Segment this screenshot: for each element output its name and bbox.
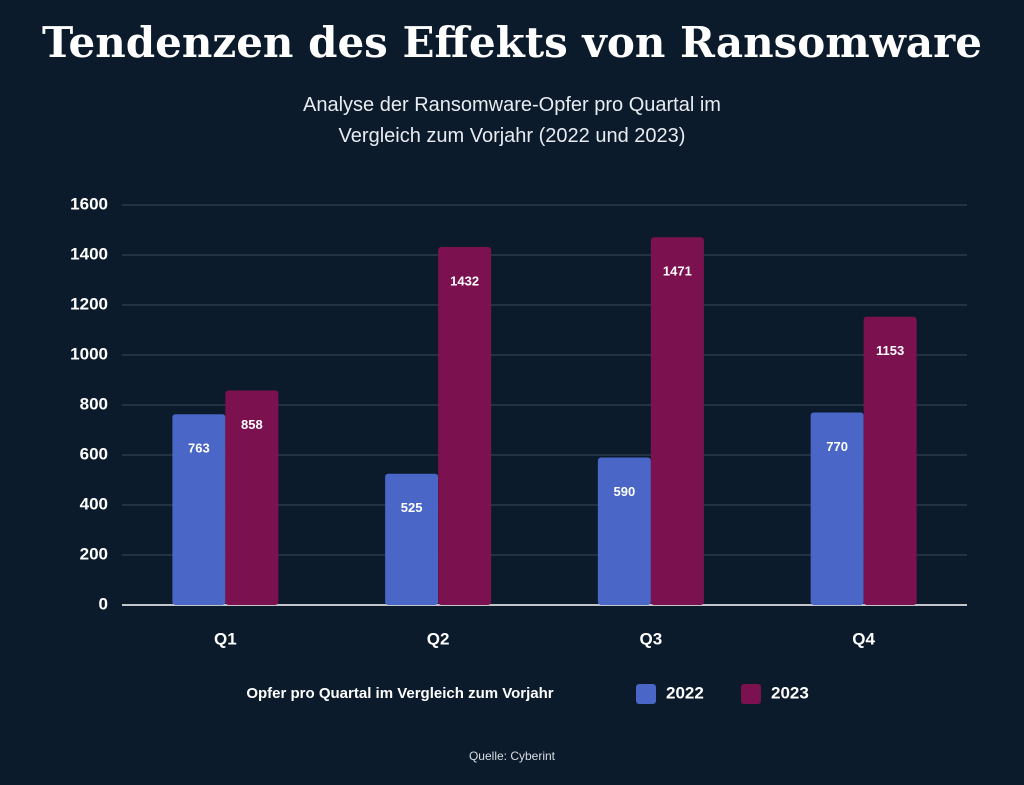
legend-label: 2022 bbox=[666, 683, 704, 702]
y-tick-label: 200 bbox=[80, 544, 108, 563]
value-label: 1153 bbox=[876, 343, 904, 358]
y-tick-label: 600 bbox=[80, 444, 108, 463]
x-tick-label: Q2 bbox=[427, 629, 450, 648]
bar bbox=[863, 316, 917, 605]
bar bbox=[810, 412, 864, 605]
legend-swatch bbox=[741, 684, 761, 704]
value-label: 1432 bbox=[450, 273, 479, 288]
y-tick-label: 1600 bbox=[70, 194, 108, 213]
legend-label: 2023 bbox=[771, 683, 809, 702]
y-tick-label: 800 bbox=[80, 394, 108, 413]
x-tick-label: Q4 bbox=[852, 629, 875, 648]
bar bbox=[172, 414, 226, 605]
bar bbox=[650, 237, 704, 605]
y-tick-label: 1400 bbox=[70, 244, 108, 263]
y-tick-label: 1200 bbox=[70, 294, 108, 313]
value-label: 770 bbox=[826, 439, 848, 454]
bar bbox=[438, 247, 492, 605]
bar bbox=[597, 457, 651, 605]
x-tick-label: Q1 bbox=[214, 629, 237, 648]
legend-title: Opfer pro Quartal im Vergleich zum Vorja… bbox=[246, 685, 553, 702]
y-tick-label: 0 bbox=[99, 594, 108, 613]
value-label: 1471 bbox=[663, 264, 692, 279]
value-label: 858 bbox=[241, 417, 263, 432]
source: Quelle: Cyberint bbox=[469, 749, 556, 763]
chart-subtitle: Analyse der Ransomware-Opfer pro Quartal… bbox=[303, 94, 721, 147]
y-tick-label: 1000 bbox=[70, 344, 108, 363]
chart-title: Tendenzen des Effekts von Ransomware bbox=[42, 18, 982, 67]
bar bbox=[385, 473, 439, 605]
y-tick-label: 400 bbox=[80, 494, 108, 513]
value-label: 590 bbox=[614, 484, 636, 499]
bar bbox=[225, 390, 279, 605]
legend-swatch bbox=[636, 684, 656, 704]
value-label: 525 bbox=[401, 500, 423, 515]
value-label: 763 bbox=[188, 441, 210, 456]
x-tick-label: Q3 bbox=[640, 629, 663, 648]
